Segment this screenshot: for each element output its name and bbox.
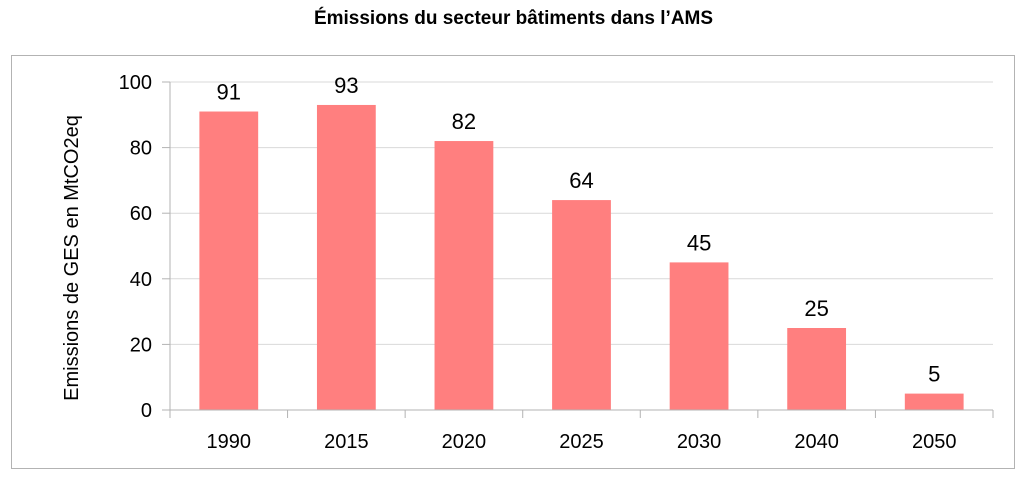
y-tick-label: 20 (130, 334, 152, 356)
y-tick-label: 0 (141, 400, 152, 422)
y-axis-label: Emissions de GES en MtCO2eq (61, 115, 83, 401)
x-tick-label-2025: 2025 (559, 431, 604, 453)
data-label-2020: 82 (452, 109, 476, 134)
bar-2020 (434, 141, 494, 411)
y-tick-label: 60 (130, 203, 152, 225)
bar-1990 (199, 111, 259, 411)
data-label-2025: 64 (569, 168, 593, 193)
chart-title: Émissions du secteur bâtiments dans l’AM… (313, 8, 714, 29)
y-tick-label: 80 (130, 138, 152, 160)
y-tick-label: 40 (130, 269, 152, 291)
bars (199, 104, 964, 411)
x-tick-label-2040: 2040 (794, 431, 839, 453)
data-label-2050: 5 (928, 362, 940, 387)
bar-2040 (787, 328, 847, 410)
data-label-2015: 93 (334, 73, 358, 98)
data-label-2030: 45 (687, 230, 711, 255)
bar-2025 (552, 200, 611, 410)
bar-2015 (316, 104, 376, 411)
x-tick-label-2050: 2050 (912, 431, 957, 453)
data-label-2040: 25 (804, 296, 828, 321)
bar-2030 (669, 262, 729, 410)
x-tick-label-2020: 2020 (442, 431, 487, 453)
bar-2050 (904, 393, 964, 410)
axes (162, 81, 994, 418)
y-tick-label: 100 (119, 72, 152, 94)
x-tick-label-1990: 1990 (207, 431, 252, 453)
x-tick-label-2030: 2030 (677, 431, 722, 453)
chart-frame (11, 55, 1015, 469)
data-label-1990: 91 (217, 80, 241, 105)
x-tick-label-2015: 2015 (324, 431, 369, 453)
